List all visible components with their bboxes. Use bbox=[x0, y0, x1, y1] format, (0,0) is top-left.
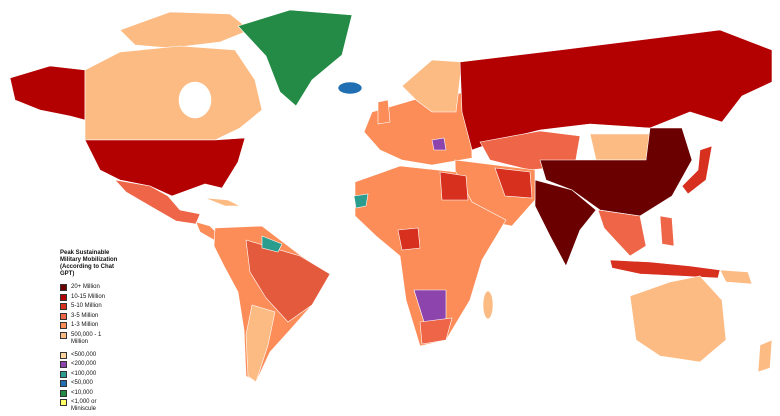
legend-title: Peak Sustainable Military Mobilization (… bbox=[60, 250, 118, 277]
china bbox=[539, 127, 693, 217]
nigeria bbox=[397, 227, 421, 251]
mexico bbox=[114, 179, 201, 225]
legend-item: 3-5 Million bbox=[60, 312, 118, 320]
legend-label: <1,000 or Miniscule bbox=[71, 399, 97, 412]
legend-item: <100,000 bbox=[60, 370, 118, 378]
legend-swatch bbox=[60, 284, 67, 291]
canada-islands bbox=[119, 11, 251, 49]
new-zealand bbox=[757, 339, 773, 373]
legend-item: 1-3 Million bbox=[60, 322, 118, 329]
russia bbox=[459, 29, 773, 151]
india bbox=[534, 179, 597, 267]
legend-swatch bbox=[60, 351, 67, 359]
western-sahara bbox=[353, 193, 369, 209]
legend-swatch bbox=[60, 303, 67, 310]
new-guinea bbox=[719, 269, 753, 285]
world-map bbox=[9, 9, 773, 383]
legend-item: 5-10 Million bbox=[60, 303, 118, 310]
legend-swatch bbox=[60, 322, 67, 329]
legend-label: 10-15 Million bbox=[71, 293, 106, 300]
guianas bbox=[261, 235, 283, 253]
argentina bbox=[245, 304, 276, 383]
iran bbox=[494, 167, 533, 199]
japan bbox=[681, 145, 713, 195]
legend-swatch bbox=[60, 331, 67, 339]
legend-label: 500,000 - 1 Million bbox=[71, 331, 102, 345]
greenland bbox=[237, 9, 353, 107]
madagascar bbox=[482, 290, 494, 320]
legend-item: 500,000 - 1 Million bbox=[60, 331, 118, 346]
mongolia bbox=[589, 133, 651, 161]
brazil bbox=[245, 239, 331, 323]
uk bbox=[377, 99, 391, 125]
legend-label: <100,000 bbox=[71, 370, 97, 377]
hudson-bay bbox=[178, 81, 212, 119]
legend-label: 20+ Million bbox=[71, 284, 100, 290]
legend-item: 10-15 Million bbox=[60, 293, 118, 301]
page: Peak Sustainable Military Mobilization (… bbox=[9, 9, 773, 412]
usa bbox=[84, 137, 246, 197]
legend-swatch bbox=[60, 389, 67, 397]
legend-label: <50,000 bbox=[71, 380, 93, 386]
legend-label: 3-5 Million bbox=[71, 312, 99, 319]
legend-swatch bbox=[60, 399, 67, 406]
canada bbox=[84, 45, 263, 141]
legend-label: <10,000 bbox=[71, 389, 93, 396]
legend: Peak Sustainable Military Mobilization (… bbox=[60, 250, 118, 416]
legend-swatch bbox=[60, 293, 67, 301]
caribbean bbox=[204, 197, 241, 207]
legend-item: <10,000 bbox=[60, 389, 118, 397]
legend-label: 1-3 Million bbox=[71, 322, 99, 328]
legend-label: <500,000 bbox=[71, 351, 97, 358]
iceland bbox=[337, 81, 363, 95]
legend-item: <1,000 or Miniscule bbox=[60, 399, 118, 413]
scandinavia bbox=[401, 59, 463, 113]
legend-swatch bbox=[60, 370, 67, 378]
legend-item: <50,000 bbox=[60, 380, 118, 387]
australia bbox=[629, 275, 727, 363]
philippines bbox=[659, 215, 675, 247]
southeast-asia bbox=[597, 209, 647, 257]
legend-swatch bbox=[60, 312, 67, 320]
legend-swatch bbox=[60, 361, 67, 368]
legend-item: <500,000 bbox=[60, 351, 118, 359]
legend-item: 20+ Million bbox=[60, 284, 118, 291]
legend-swatch bbox=[60, 380, 67, 387]
balkans bbox=[431, 137, 447, 151]
alaska bbox=[9, 65, 86, 121]
egypt bbox=[439, 171, 469, 201]
indonesia bbox=[609, 259, 721, 279]
south-africa bbox=[419, 317, 453, 345]
legend-label: <200,000 bbox=[71, 361, 97, 367]
legend-label: 5-10 Million bbox=[71, 303, 102, 309]
legend-item: <200,000 bbox=[60, 361, 118, 368]
